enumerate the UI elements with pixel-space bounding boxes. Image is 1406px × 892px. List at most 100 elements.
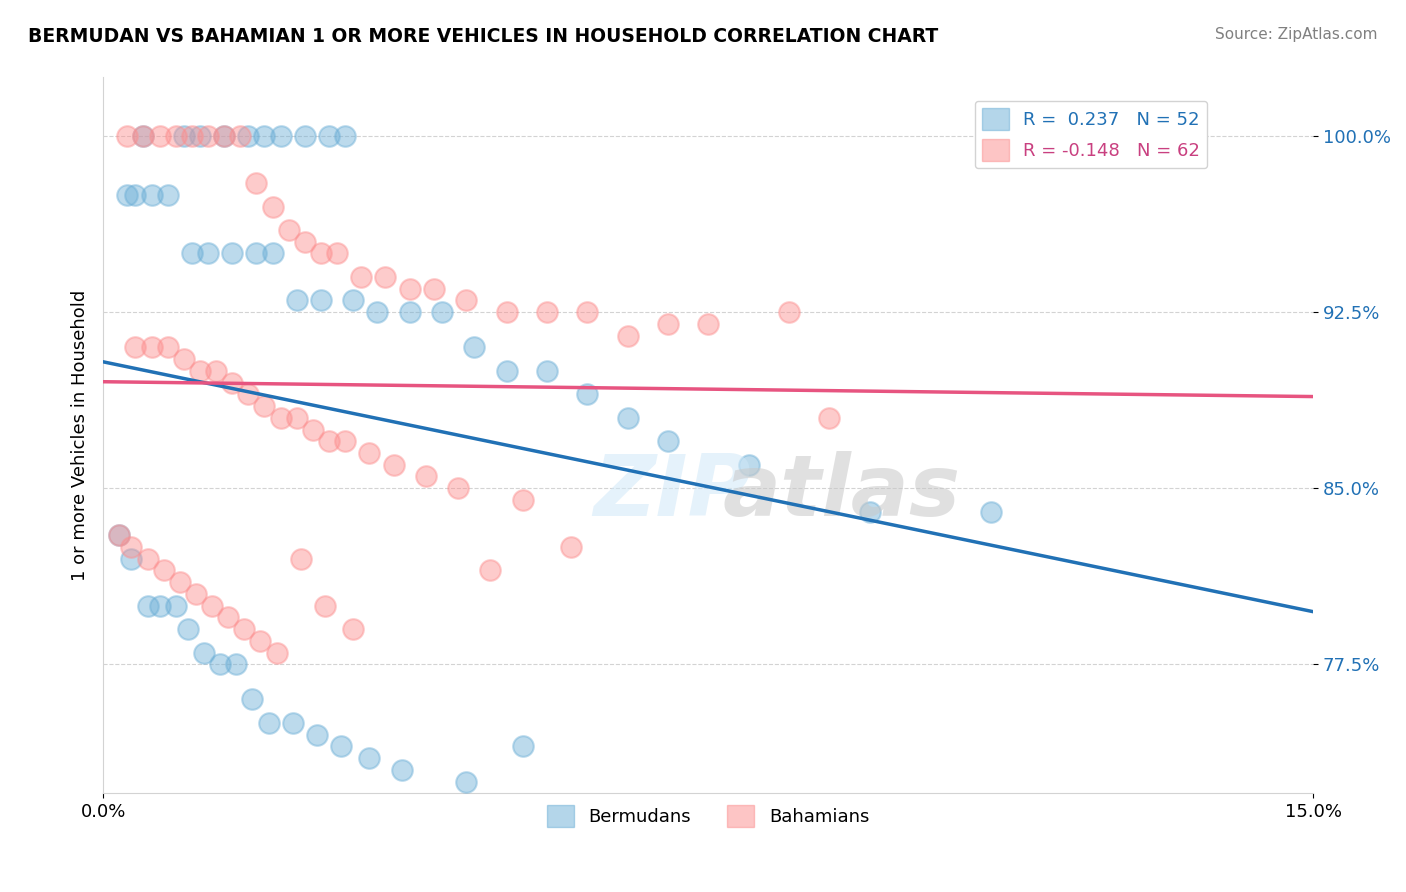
Point: [290, 551, 312, 566]
Point: [201, 599, 224, 613]
Point: [415, 469, 437, 483]
Point: [980, 505, 1002, 519]
Point: [132, 129, 155, 144]
Point: [858, 505, 880, 519]
Point: [285, 410, 308, 425]
Point: [309, 246, 332, 260]
Point: [294, 235, 316, 249]
Point: [184, 587, 207, 601]
Point: [117, 187, 139, 202]
Point: [423, 282, 446, 296]
Point: [152, 563, 174, 577]
Point: [616, 410, 638, 425]
Point: [697, 317, 720, 331]
Point: [536, 364, 558, 378]
Point: [173, 352, 195, 367]
Point: [270, 410, 292, 425]
Point: [238, 129, 260, 144]
Point: [536, 305, 558, 319]
Point: [180, 246, 202, 260]
Point: [374, 269, 396, 284]
Point: [657, 317, 679, 331]
Point: [197, 129, 219, 144]
Point: [333, 434, 356, 449]
Point: [212, 129, 235, 144]
Point: [326, 246, 349, 260]
Legend: Bermudans, Bahamians: Bermudans, Bahamians: [540, 798, 876, 834]
Point: [156, 187, 179, 202]
Point: [277, 223, 299, 237]
Point: [333, 129, 356, 144]
Point: [270, 129, 292, 144]
Point: [294, 129, 316, 144]
Point: [330, 739, 353, 754]
Point: [560, 540, 582, 554]
Point: [430, 305, 453, 319]
Point: [229, 129, 252, 144]
Point: [156, 340, 179, 354]
Point: [108, 528, 131, 542]
Point: [205, 364, 228, 378]
Point: [249, 633, 271, 648]
Point: [238, 387, 260, 401]
Point: [737, 458, 759, 472]
Point: [124, 340, 146, 354]
Point: [245, 176, 267, 190]
Point: [512, 492, 534, 507]
Point: [463, 340, 485, 354]
Point: [132, 129, 155, 144]
Point: [169, 575, 191, 590]
Point: [285, 293, 308, 308]
Point: [209, 657, 232, 672]
Point: [512, 739, 534, 754]
Point: [366, 305, 388, 319]
Point: [120, 540, 142, 554]
Point: [262, 200, 284, 214]
Point: [108, 528, 131, 542]
Point: [177, 622, 200, 636]
Point: [173, 129, 195, 144]
Point: [221, 376, 243, 390]
Point: [188, 364, 211, 378]
Point: [456, 293, 478, 308]
Point: [350, 269, 373, 284]
Point: [136, 599, 159, 613]
Point: [447, 481, 470, 495]
Point: [342, 622, 364, 636]
Point: [197, 246, 219, 260]
Point: [657, 434, 679, 449]
Point: [257, 715, 280, 730]
Point: [245, 246, 267, 260]
Point: [398, 282, 420, 296]
Point: [212, 129, 235, 144]
Text: BERMUDAN VS BAHAMIAN 1 OR MORE VEHICLES IN HOUSEHOLD CORRELATION CHART: BERMUDAN VS BAHAMIAN 1 OR MORE VEHICLES …: [28, 27, 938, 45]
Text: atlas: atlas: [723, 451, 960, 534]
Point: [342, 293, 364, 308]
Point: [253, 399, 276, 413]
Point: [188, 129, 211, 144]
Point: [165, 129, 187, 144]
Point: [225, 657, 247, 672]
Point: [266, 646, 288, 660]
Point: [302, 423, 325, 437]
Point: [117, 129, 139, 144]
Point: [314, 599, 336, 613]
Point: [180, 129, 202, 144]
Point: [818, 410, 841, 425]
Point: [359, 446, 381, 460]
Point: [479, 563, 502, 577]
Point: [242, 692, 264, 706]
Point: [217, 610, 239, 624]
Point: [253, 129, 276, 144]
Point: [495, 305, 517, 319]
Point: [305, 728, 328, 742]
Point: [149, 599, 172, 613]
Point: [318, 434, 340, 449]
Point: [382, 458, 405, 472]
Point: [120, 551, 142, 566]
Point: [149, 129, 172, 144]
Point: [221, 246, 243, 260]
Text: Source: ZipAtlas.com: Source: ZipAtlas.com: [1215, 27, 1378, 42]
Text: ZIP: ZIP: [593, 451, 751, 534]
Point: [141, 187, 163, 202]
